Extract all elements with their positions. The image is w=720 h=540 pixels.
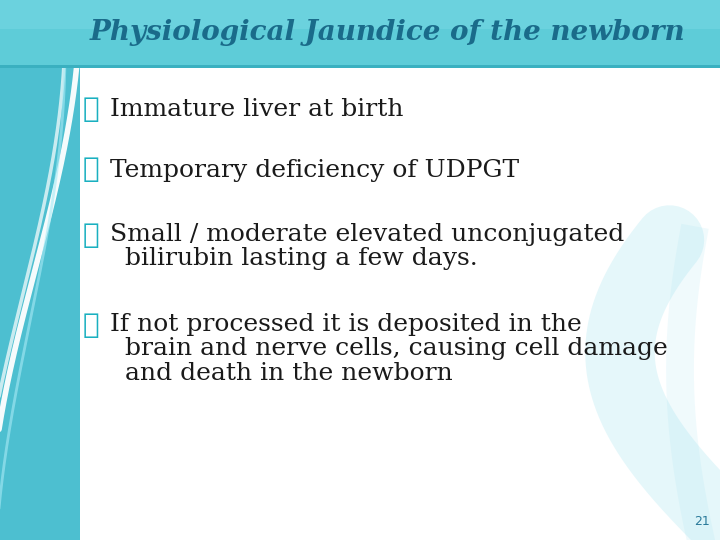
FancyBboxPatch shape — [75, 0, 720, 540]
Text: ❧: ❧ — [83, 97, 99, 124]
Text: ❧: ❧ — [83, 157, 99, 184]
FancyBboxPatch shape — [0, 0, 720, 65]
Text: and death in the newborn: and death in the newborn — [125, 361, 453, 384]
Text: Small / moderate elevated unconjugated: Small / moderate elevated unconjugated — [110, 224, 624, 246]
Text: ❧: ❧ — [83, 312, 99, 339]
Text: ❧: ❧ — [83, 221, 99, 248]
FancyBboxPatch shape — [0, 0, 80, 540]
Text: Temporary deficiency of UDPGT: Temporary deficiency of UDPGT — [110, 159, 519, 181]
Text: Immature liver at birth: Immature liver at birth — [110, 98, 403, 122]
Text: Physiological Jaundice of the newborn: Physiological Jaundice of the newborn — [90, 19, 685, 46]
Text: 21: 21 — [694, 515, 710, 528]
Text: bilirubin lasting a few days.: bilirubin lasting a few days. — [125, 247, 478, 271]
FancyBboxPatch shape — [0, 65, 720, 68]
Text: If not processed it is deposited in the: If not processed it is deposited in the — [110, 314, 582, 336]
Text: brain and nerve cells, causing cell damage: brain and nerve cells, causing cell dama… — [125, 338, 667, 361]
FancyBboxPatch shape — [0, 0, 720, 29]
